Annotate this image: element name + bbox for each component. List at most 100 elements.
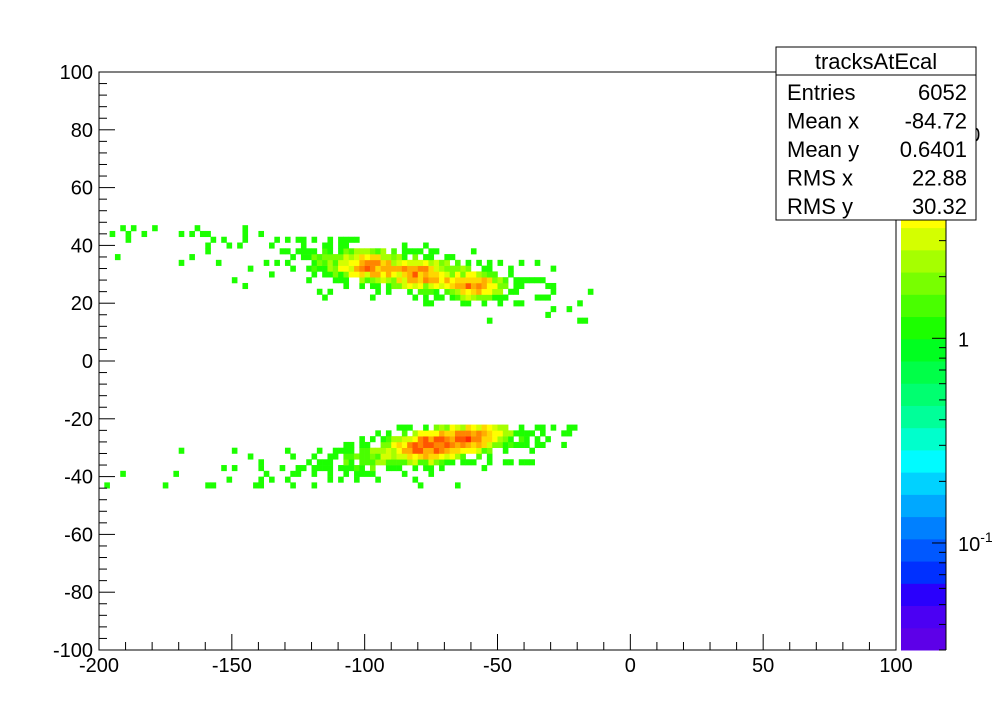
histogram-cell <box>306 265 312 272</box>
histogram-cell <box>332 254 339 261</box>
histogram-cell <box>460 300 466 307</box>
histogram-cell <box>348 465 355 472</box>
histogram-cell <box>465 288 472 295</box>
histogram-cell <box>343 236 350 243</box>
histogram-cell <box>327 248 334 255</box>
histogram-cell <box>502 430 509 437</box>
histogram-cell <box>454 288 461 295</box>
histogram-cells <box>104 225 594 489</box>
histogram-cell <box>524 430 530 437</box>
histogram-cell <box>417 282 424 290</box>
histogram-cell <box>327 242 334 249</box>
histogram-cell <box>412 277 419 284</box>
histogram-cell <box>534 424 541 431</box>
histogram-cell <box>534 294 541 301</box>
histogram-cell <box>290 470 296 477</box>
histogram-cell <box>492 430 498 437</box>
histogram-cell <box>162 482 169 489</box>
histogram-cell <box>359 282 365 290</box>
histogram-cell <box>396 254 403 261</box>
histogram-cell <box>385 459 392 466</box>
histogram-cell <box>210 482 217 489</box>
histogram-cell <box>428 430 435 437</box>
histogram-cell <box>423 259 429 266</box>
histogram-cell <box>423 242 429 249</box>
histogram-cell <box>401 436 408 443</box>
histogram-cell <box>295 470 302 477</box>
histogram-cell <box>327 453 334 460</box>
histogram-cell <box>284 447 291 454</box>
histogram-cell <box>444 288 450 295</box>
histogram-cell <box>465 441 472 448</box>
histogram-cell <box>375 476 381 483</box>
histogram-cell <box>338 259 344 266</box>
histogram-cell <box>322 265 328 272</box>
histogram-cell <box>454 482 461 489</box>
histogram-cell <box>396 447 403 454</box>
histogram-cell <box>428 271 435 278</box>
histogram-cell <box>412 259 419 266</box>
colorbar-segment <box>901 294 946 318</box>
histogram-cell <box>258 459 265 466</box>
histogram-cell <box>502 459 509 466</box>
histogram-cell <box>476 430 482 437</box>
histogram-cell <box>417 453 424 460</box>
histogram-cell <box>486 277 493 284</box>
histogram-cell <box>391 447 397 454</box>
histogram-cell <box>401 259 408 266</box>
histogram-cell <box>412 430 419 437</box>
histogram-cell <box>433 265 440 272</box>
histogram-cell <box>231 465 238 472</box>
histogram-cell <box>327 459 334 466</box>
histogram-cell <box>465 259 472 266</box>
x-tick-label: -50 <box>483 655 512 677</box>
histogram-cell <box>401 459 408 466</box>
histogram-cell <box>492 288 498 295</box>
histogram-cell <box>269 271 275 278</box>
histogram-cell <box>460 424 466 431</box>
histogram-cell <box>518 436 525 443</box>
y-tick-label: 100 <box>60 62 93 84</box>
histogram-cell <box>385 441 392 448</box>
histogram-cell <box>338 236 344 243</box>
histogram-cell <box>460 459 466 466</box>
histogram-cell <box>470 282 477 290</box>
histogram-cell <box>465 424 472 431</box>
y-tick-label: 60 <box>71 178 93 200</box>
histogram-cell <box>423 288 429 295</box>
histogram-cell <box>343 465 350 472</box>
histogram-cell <box>348 441 355 448</box>
histogram-cell <box>513 300 520 307</box>
histogram-cell <box>417 277 424 284</box>
histogram-cell <box>492 424 498 431</box>
stats-label: Mean y <box>787 137 859 162</box>
histogram-cell <box>359 459 365 466</box>
histogram-cell <box>460 271 466 278</box>
y-tick-label: -100 <box>53 640 93 662</box>
histogram-cell <box>396 441 403 448</box>
histogram-cell <box>423 294 429 301</box>
histogram-cell <box>306 254 312 261</box>
histogram-cell <box>258 482 265 489</box>
histogram-cell <box>300 248 307 255</box>
histogram-cell <box>401 470 408 477</box>
histogram-cell <box>348 248 355 255</box>
histogram-cell <box>354 271 360 278</box>
histogram-cell <box>199 230 206 238</box>
histogram-cell <box>428 282 435 290</box>
histogram-cell <box>343 248 350 255</box>
histogram-cell <box>407 265 413 272</box>
histogram-cell <box>385 465 392 472</box>
histogram-cell <box>486 453 493 460</box>
histogram-cell <box>465 265 472 272</box>
histogram-cell <box>343 453 350 460</box>
histogram-cell <box>385 288 392 295</box>
histogram-cell <box>385 277 392 284</box>
histogram-cell <box>524 441 530 448</box>
histogram-cell <box>476 441 482 448</box>
histogram-cell <box>369 447 376 454</box>
histogram-cell <box>306 277 312 284</box>
histogram-cell <box>375 277 381 284</box>
histogram-cell <box>518 459 525 466</box>
histogram-cell <box>279 465 286 472</box>
